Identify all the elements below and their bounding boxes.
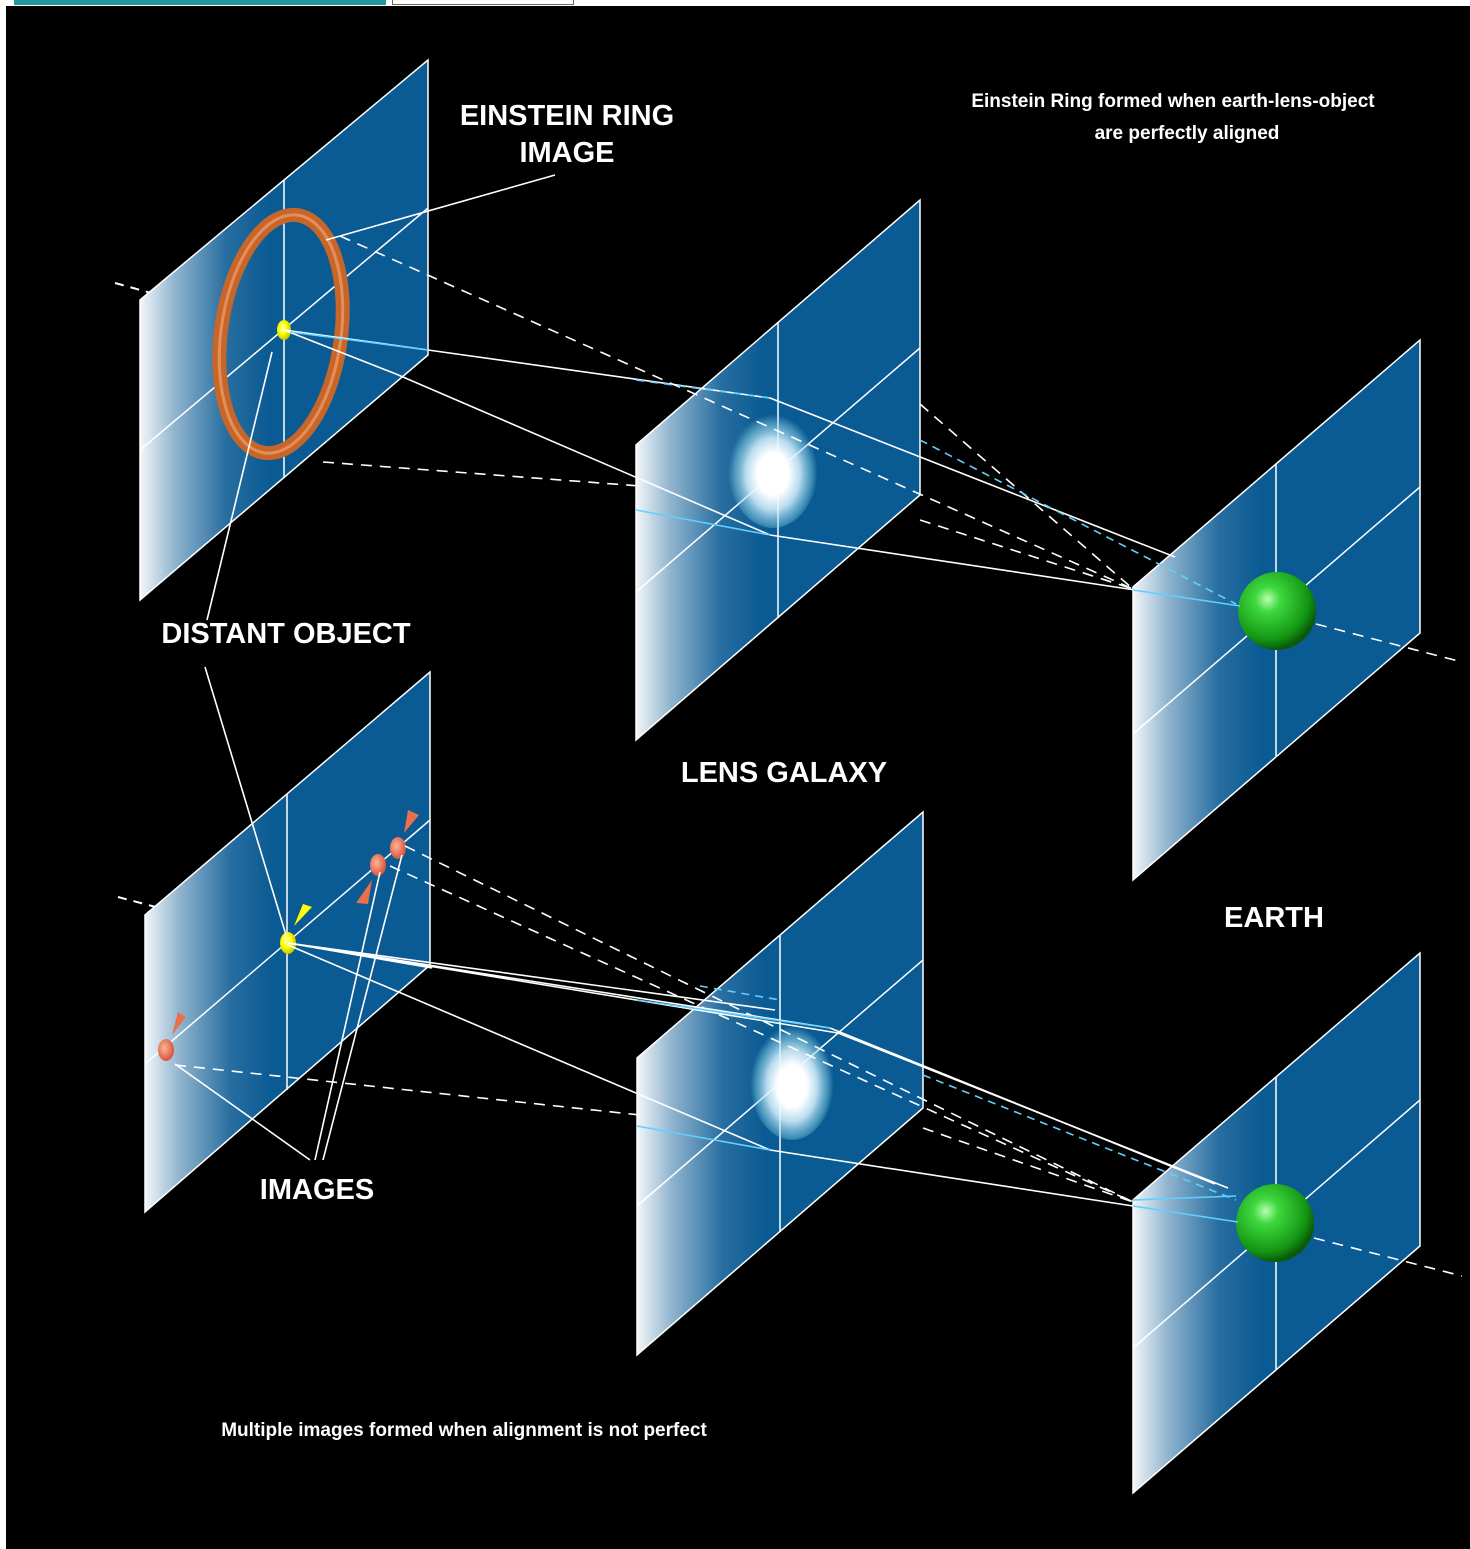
caption-top-line1: Einstein Ring formed when earth-lens-obj… (971, 91, 1375, 112)
image-marker-2 (370, 854, 386, 876)
earth-label: EARTH (1224, 902, 1324, 934)
einstein-ring-image-label-line1: EINSTEIN RING (460, 100, 674, 132)
images-label: IMAGES (260, 1174, 374, 1206)
gravitational-lensing-diagram: EINSTEIN RING IMAGE Einstein Ring formed… (6, 6, 1470, 1549)
top-sight-lines (283, 329, 1176, 591)
bottom-sight-lines (287, 942, 1229, 1207)
top-row (114, 58, 1463, 882)
einstein-ring-image-label-line2: IMAGE (519, 137, 614, 169)
top-inner-rays (289, 331, 1241, 607)
einstein-ring-leader (325, 174, 556, 241)
top-dashed-rays (322, 235, 1463, 663)
top-bracket (392, 0, 574, 5)
image-marker-1 (390, 837, 406, 859)
top-earth-sphere (1238, 572, 1316, 650)
caption-top-line2: are perfectly aligned (1095, 123, 1280, 144)
label-leader-lines (174, 351, 403, 1161)
bottom-lens-galaxy (750, 1020, 834, 1140)
browser-top-strip (0, 0, 1470, 6)
top-link-bar[interactable] (14, 0, 386, 5)
bottom-inner-rays (636, 985, 1239, 1223)
bottom-row (117, 351, 1463, 1495)
labels: EINSTEIN RING IMAGE Einstein Ring formed… (161, 91, 1375, 1441)
top-lens-galaxy (728, 408, 818, 528)
lens-galaxy-label: LENS GALAXY (681, 757, 887, 789)
distant-object-label: DISTANT OBJECT (161, 618, 410, 650)
caption-bottom: Multiple images formed when alignment is… (221, 1420, 707, 1441)
image-marker-3 (158, 1039, 174, 1061)
bottom-earth-sphere (1236, 1184, 1314, 1262)
bottom-dashed-rays (174, 845, 1463, 1277)
